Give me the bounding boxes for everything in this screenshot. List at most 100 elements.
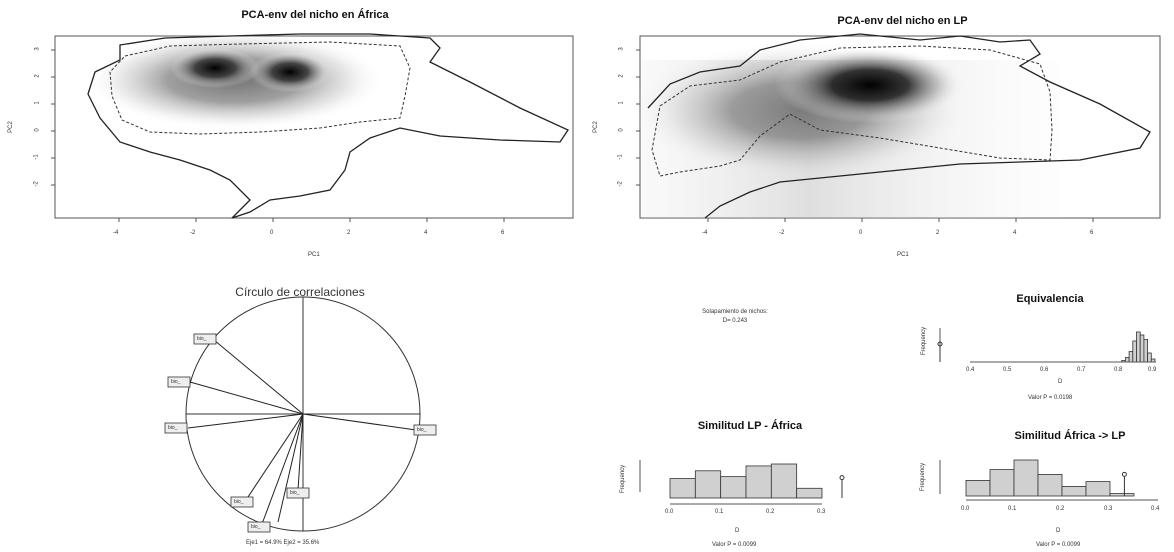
- corr-arrow-8: [277, 413, 304, 523]
- equiv-title: Equivalencia: [1016, 293, 1084, 305]
- lp-title: PCA-env del nicho en LP: [837, 15, 968, 27]
- corr-arrow-6: [297, 413, 304, 491]
- equiv-observed: [937, 341, 943, 362]
- lp-xtick-6: 6: [1090, 230, 1094, 236]
- africa-contour-dashed: [109, 41, 411, 135]
- equiv-bars: [1121, 331, 1156, 363]
- lp-density-core: [775, 47, 965, 123]
- sim-af-xtick-4: 0.3: [1104, 506, 1113, 512]
- lp-xtick-2: -2: [779, 230, 785, 236]
- lp-y-axis: [636, 49, 640, 186]
- sim-af-pvalue: Valor P = 0.0099: [1036, 542, 1081, 548]
- africa-xtick-1: -4: [113, 230, 119, 236]
- corr-var-4: bio_: [417, 427, 427, 433]
- sim-af-bar: [1013, 459, 1039, 497]
- corr-arrows: [187, 339, 417, 525]
- corr-var-5: bio_: [234, 499, 244, 505]
- corr-var-3: bio_: [168, 425, 178, 431]
- lp-x-axis: [707, 218, 1094, 222]
- sim-af-bar: [1085, 481, 1111, 497]
- sim-lp-xtick-4: 0.3: [817, 509, 826, 515]
- equiv-xtick-3: 0.6: [1040, 367, 1049, 373]
- equiv-pvalue: Valor P = 0.0198: [1028, 395, 1073, 401]
- africa-y-axis: [51, 49, 55, 186]
- sim-af-bar: [1061, 485, 1087, 497]
- sim-af-xlabel: D: [1056, 528, 1061, 534]
- sim-af-bars: [965, 459, 1135, 497]
- sim-af-title: Similitud África -> LP: [1014, 430, 1126, 442]
- lp-xtick-4: 2: [936, 230, 940, 236]
- sim-lp-observed-marker: [839, 475, 845, 481]
- africa-xtick-4: 2: [347, 230, 351, 236]
- corr-var-1: bio_: [197, 336, 207, 342]
- sim-af-xtick-2: 0.1: [1008, 506, 1017, 512]
- sim-af-observed: [1121, 471, 1127, 496]
- corr-footer: Eje1 = 64.9% Eje2 = 35.6%: [246, 540, 320, 546]
- sim-lp-title: Similitud LP - África: [697, 420, 803, 432]
- sim-lp-bar: [745, 465, 772, 499]
- corr-label-box-2: [167, 376, 191, 388]
- africa-xlabel: PC1: [308, 252, 320, 258]
- corr-var-6: bio_: [290, 490, 300, 496]
- sim-lp-xtick-1: 0.0: [665, 509, 674, 515]
- africa-xtick-5: 4: [424, 230, 428, 236]
- sim-lp-xlabel: D: [735, 528, 740, 534]
- corr-label-box-6: [286, 487, 310, 499]
- sim-af-bar: [1037, 473, 1063, 497]
- sim-lp-bar: [770, 463, 798, 499]
- corr-arrow-5: [245, 413, 304, 501]
- corr-label-box-5: [230, 496, 254, 508]
- corr-title: Círculo de correlaciones: [235, 285, 365, 299]
- sim-lp-bar: [796, 487, 823, 499]
- lp-xtick-1: -4: [702, 230, 708, 236]
- lp-xtick-3: 0: [859, 230, 863, 236]
- africa-xtick-2: -2: [190, 230, 196, 236]
- corr-label-boxes: [164, 333, 437, 533]
- overlap-line2: D= 0.243: [722, 318, 748, 324]
- africa-xtick-6: 6: [501, 230, 505, 236]
- sim-af-bar: [1109, 493, 1135, 497]
- sim-lp-bar: [694, 470, 722, 499]
- sim-af-xtick-5: 0.4: [1151, 506, 1160, 512]
- equiv-xtick-2: 0.5: [1003, 367, 1012, 373]
- corr-arrow-3: [187, 413, 304, 429]
- africa-x-axis: [118, 218, 505, 222]
- africa-density-core-right: [250, 52, 330, 92]
- corr-label-box-7: [247, 521, 271, 533]
- africa-xtick-3: 0: [270, 230, 274, 236]
- equiv-xtick-4: 0.7: [1077, 367, 1086, 373]
- sim-af-xtick-1: 0.0: [961, 506, 970, 512]
- sim-af-ylabel: Frequency: [920, 462, 927, 492]
- lp-xtick-5: 4: [1013, 230, 1017, 236]
- corr-arrow-4: [302, 413, 417, 431]
- corr-label-box-1: [193, 333, 217, 345]
- corr-arrow-1: [213, 339, 304, 415]
- lp-contour-outer: [647, 33, 1151, 219]
- sim-af-xtick-3: 0.2: [1056, 506, 1065, 512]
- corr-label-box-3: [164, 422, 188, 434]
- corr-var-7: bio_: [251, 524, 261, 530]
- corr-label-box-4: [413, 424, 437, 436]
- sim-lp-xtick-3: 0.2: [766, 509, 775, 515]
- africa-density-core-left: [170, 48, 260, 88]
- lp-xlabel: PC1: [897, 252, 909, 258]
- overlap-line1: Solapamiento de nichos:: [702, 309, 768, 315]
- africa-contour-outer: [87, 33, 569, 219]
- equiv-xtick-1: 0.4: [966, 367, 975, 373]
- sim-af-bar: [989, 469, 1015, 497]
- equiv-xtick-6: 0.9: [1148, 367, 1157, 373]
- sim-af-bar: [965, 479, 991, 497]
- sim-lp-pvalue: Valor P = 0.0099: [712, 542, 757, 548]
- africa-title: PCA-env del nicho en África: [241, 9, 389, 21]
- sim-lp-observed: [839, 475, 845, 498]
- corr-var-2: bio_: [171, 379, 181, 385]
- corr-arrow-7: [261, 413, 304, 525]
- corr-arrow-2: [189, 381, 304, 415]
- africa-plot-frame: [54, 35, 574, 219]
- equiv-xlabel: D: [1058, 379, 1063, 385]
